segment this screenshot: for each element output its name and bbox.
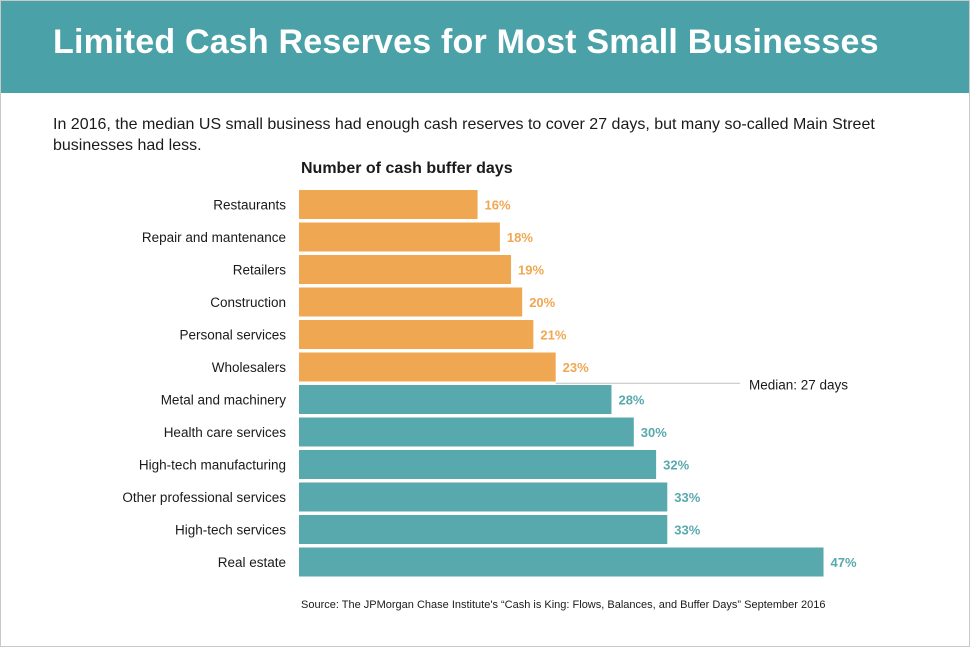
- category-label: Real estate: [218, 555, 286, 570]
- category-label: Wholesalers: [212, 360, 287, 375]
- category-label: Metal and machinery: [161, 393, 287, 408]
- category-label: Retailers: [233, 263, 287, 278]
- category-label: High-tech manufacturing: [139, 458, 286, 473]
- source-note: Source: The JPMorgan Chase Institute's “…: [301, 599, 826, 611]
- data-label: 19%: [518, 263, 544, 278]
- data-label: 28%: [618, 393, 644, 408]
- bar: [299, 222, 500, 252]
- category-label: Construction: [210, 295, 286, 310]
- subtitle: In 2016, the median US small business ha…: [53, 116, 875, 154]
- bar: [299, 450, 657, 479]
- data-label: 20%: [529, 295, 555, 310]
- category-label: Repair and mantenance: [142, 230, 286, 245]
- category-label: Health care services: [164, 425, 287, 440]
- data-label: 16%: [485, 198, 511, 213]
- data-label: 30%: [641, 425, 667, 440]
- bar: [299, 190, 478, 219]
- category-label: Personal services: [179, 328, 286, 343]
- bar: [299, 255, 512, 284]
- bar: [299, 515, 668, 544]
- data-label: 33%: [674, 523, 700, 538]
- bar: [299, 385, 612, 414]
- category-label: Other professional services: [122, 490, 286, 505]
- bar: [299, 287, 523, 317]
- data-label: 23%: [563, 360, 589, 375]
- bar: [299, 547, 824, 577]
- data-label: 21%: [540, 328, 566, 343]
- chart-title: Number of cash buffer days: [301, 160, 513, 177]
- data-label: 32%: [663, 458, 689, 473]
- bar: [299, 417, 634, 447]
- data-label: 33%: [674, 490, 700, 505]
- data-label: 47%: [831, 555, 857, 570]
- data-label: 18%: [507, 230, 533, 245]
- median-label: Median: 27 days: [749, 377, 848, 392]
- bar: [299, 482, 668, 512]
- category-label: High-tech services: [175, 523, 286, 538]
- header-banner: Limited Cash Reserves for Most Small Bus…: [1, 1, 969, 93]
- category-label: Restaurants: [213, 198, 286, 213]
- page-title: Limited Cash Reserves for Most Small Bus…: [53, 23, 879, 61]
- bar-chart: Restaurants 16% Repair and mantenance 18% Re…: [122, 190, 857, 577]
- bar: [299, 352, 556, 382]
- bar: [299, 320, 534, 349]
